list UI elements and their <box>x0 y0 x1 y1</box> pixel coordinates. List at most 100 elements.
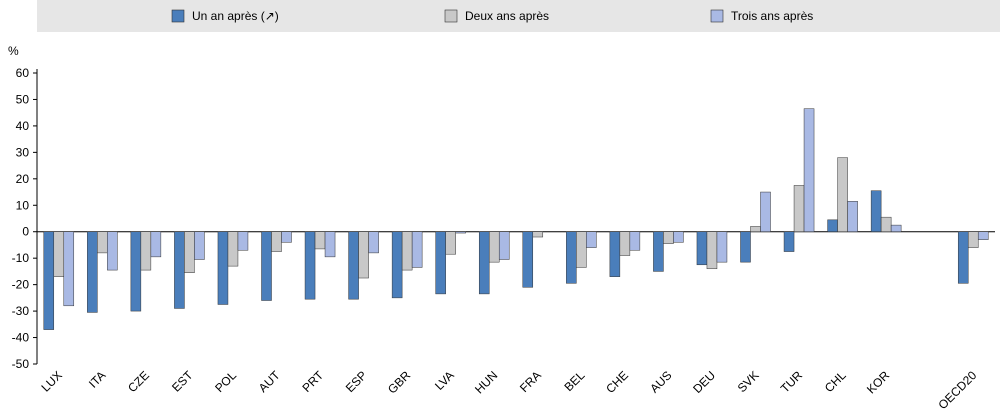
x-tick-label: KOR <box>864 368 893 397</box>
x-tick-label: PRT <box>299 368 326 395</box>
x-tick-label: FRA <box>517 368 544 395</box>
y-tick-label: 10 <box>16 198 30 212</box>
bar <box>217 231 229 305</box>
bar <box>174 231 185 309</box>
bar <box>261 231 272 301</box>
bar <box>445 231 456 255</box>
bar <box>304 231 316 300</box>
legend-background <box>37 0 1000 32</box>
legend-swatch <box>444 9 458 23</box>
bar <box>237 231 249 251</box>
bar <box>890 224 902 232</box>
x-tick-label: LVA <box>432 368 457 393</box>
y-tick-label: -30 <box>12 304 30 318</box>
bar <box>478 231 490 295</box>
bar <box>53 231 65 277</box>
bar <box>880 216 892 232</box>
bar <box>847 201 858 232</box>
bar <box>653 231 664 272</box>
bar <box>63 231 75 307</box>
y-tick-label: 0 <box>22 225 29 239</box>
y-tick-label: -40 <box>12 331 30 345</box>
bar <box>673 231 684 243</box>
bar <box>87 231 98 313</box>
y-unit: % <box>8 44 19 58</box>
y-tick-label: 40 <box>16 119 30 133</box>
bar <box>184 231 195 273</box>
x-tick-label: OECD20 <box>935 368 979 412</box>
bar <box>967 231 979 248</box>
bar <box>522 231 534 288</box>
bar <box>793 185 805 232</box>
x-tick-label: AUT <box>256 368 283 395</box>
bar <box>783 231 795 252</box>
x-tick-label: GBR <box>385 368 414 397</box>
x-tick-label: TUR <box>778 368 806 396</box>
bar <box>130 231 142 312</box>
x-tick-label: SVK <box>735 368 762 395</box>
x-tick-label: POL <box>212 368 239 395</box>
bar <box>498 231 510 260</box>
bar <box>140 231 152 271</box>
bar <box>314 231 326 250</box>
x-tick-label: DEU <box>690 368 718 396</box>
bar <box>837 157 848 232</box>
bar <box>696 231 708 266</box>
x-tick-label: CZE <box>125 368 152 395</box>
x-tick-label: EST <box>169 368 196 395</box>
bar <box>435 231 446 295</box>
x-tick-label: LUX <box>38 368 64 394</box>
bar <box>716 231 728 263</box>
bar <box>281 231 292 243</box>
bar <box>411 231 423 268</box>
bar <box>368 231 379 254</box>
bar <box>97 231 108 254</box>
bar <box>663 231 674 244</box>
bar <box>977 231 989 240</box>
y-tick-label: 50 <box>16 92 30 106</box>
legend-label: Un an après (↗) <box>192 9 279 23</box>
x-tick-label: ITA <box>86 368 108 390</box>
y-tick-label: -20 <box>12 278 30 292</box>
bar <box>750 226 761 232</box>
bar <box>391 231 403 299</box>
bar <box>586 231 597 248</box>
x-tick-label: BEL <box>561 368 587 394</box>
y-tick-label: 60 <box>16 66 30 80</box>
x-tick-label: AUS <box>647 368 674 395</box>
bar <box>401 231 413 271</box>
bar <box>609 231 621 277</box>
y-tick-label: -50 <box>12 357 30 371</box>
bar <box>43 231 55 330</box>
bar <box>324 231 336 258</box>
bar <box>870 190 882 232</box>
bar <box>348 231 359 300</box>
y-tick-label: 30 <box>16 145 30 159</box>
legend-label: Trois ans après <box>731 9 813 23</box>
bar <box>957 231 969 284</box>
x-tick-label: CHE <box>603 368 631 396</box>
bar <box>760 191 771 232</box>
bar <box>150 231 162 258</box>
bar <box>566 231 577 284</box>
x-tick-label: CHL <box>822 368 849 395</box>
bar <box>740 231 751 263</box>
y-tick-label: 20 <box>16 172 30 186</box>
x-tick-label: ESP <box>343 368 370 395</box>
bar <box>271 231 282 252</box>
legend-label: Deux ans après <box>465 9 549 23</box>
bar <box>107 231 118 271</box>
bar <box>629 231 641 251</box>
bar <box>576 231 587 268</box>
y-tick-label: -10 <box>12 251 30 265</box>
bar <box>358 231 369 279</box>
legend-swatch <box>171 9 185 23</box>
x-tick-label: HUN <box>472 368 500 396</box>
bar <box>706 231 718 270</box>
legend-swatch <box>710 9 724 23</box>
bar <box>619 231 631 256</box>
bar <box>532 231 544 238</box>
bar <box>803 108 815 232</box>
bar <box>194 231 205 260</box>
